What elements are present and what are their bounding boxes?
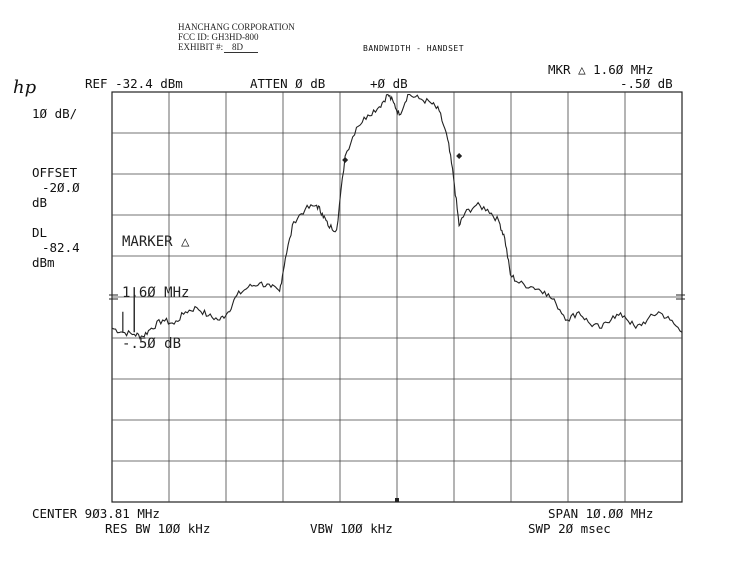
grid — [111, 91, 683, 503]
vbw: VBW 1ØØ kHz — [310, 521, 393, 536]
exhibit-number: 8D — [232, 42, 243, 52]
company-name: HANCHANG CORPORATION — [178, 22, 295, 32]
offset-label: OFFSET — [32, 165, 78, 180]
exhibit-underline — [224, 52, 258, 53]
marker-frequency: 1.6Ø MHz — [122, 285, 190, 301]
ref-level: REF -32.4 dBm — [85, 76, 183, 91]
trace-markers — [342, 152, 463, 164]
dl-label: DL — [32, 225, 48, 240]
scale-label: 1Ø dB/ — [32, 106, 78, 121]
chart-title: BANDWIDTH - HANDSET — [363, 44, 465, 53]
offset-value: -2Ø.Ø — [42, 180, 80, 195]
marker-readout-value: -.5Ø dB — [620, 76, 673, 91]
marker-annotation: MARKER △ 1.6Ø MHz -.5Ø dB — [122, 200, 189, 370]
display-line-ticks — [109, 294, 685, 300]
marker-diamond — [342, 157, 349, 164]
sweep-time: SWP 2Ø msec — [528, 521, 611, 536]
marker-delta: -.5Ø dB — [122, 336, 182, 352]
offset-unit: dB — [32, 195, 48, 210]
res-bw: RES BW 1ØØ kHz — [105, 521, 211, 536]
marker-diamond — [456, 152, 463, 159]
offset-top: +Ø dB — [370, 76, 408, 91]
center-tick — [395, 498, 399, 502]
hp-logo: hp — [13, 77, 37, 98]
dl-unit: dBm — [32, 255, 55, 270]
atten-value: ATTEN Ø dB — [250, 76, 326, 91]
exhibit-label: EXHIBIT #: — [178, 42, 224, 52]
fcc-id: FCC ID: GH3HD-800 — [178, 32, 259, 42]
span-value: SPAN 1Ø.ØØ MHz — [548, 506, 654, 521]
marker-title: MARKER △ — [122, 234, 190, 250]
marker-readout: MKR △ 1.6Ø MHz — [548, 62, 654, 77]
center-frequency: CENTER 9Ø3.81 MHz — [32, 506, 160, 521]
spectrum-trace — [111, 93, 683, 340]
dl-value: -82.4 — [42, 240, 80, 255]
